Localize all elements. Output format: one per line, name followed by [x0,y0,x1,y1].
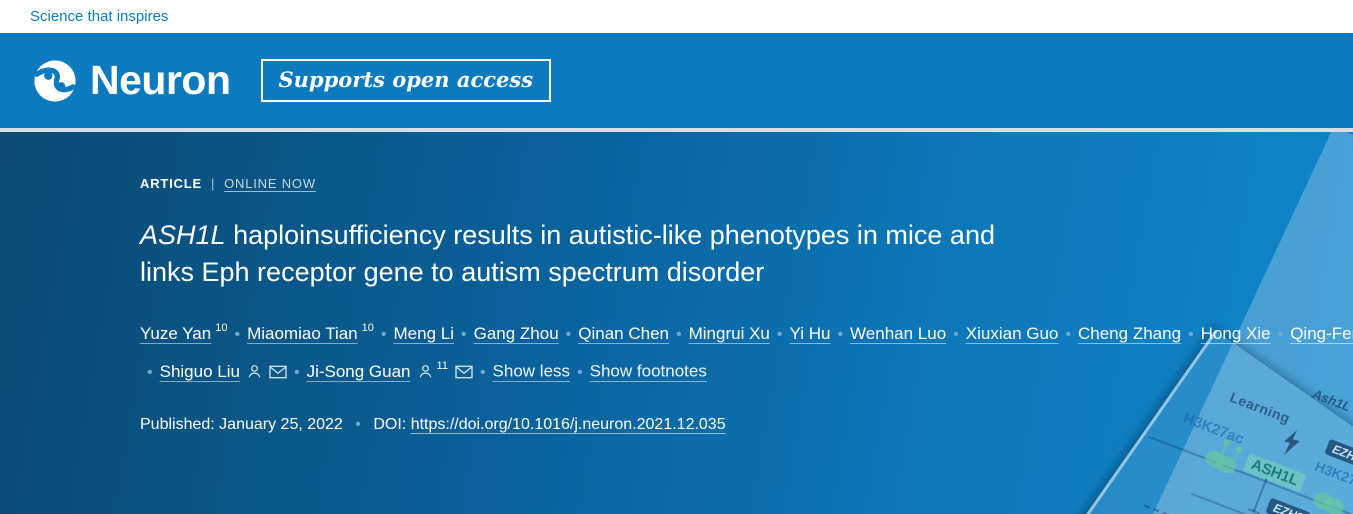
open-access-badge: Supports open access [260,59,552,102]
author: Hong Xie [1201,324,1271,343]
author: Ji-Song Guan 11 [306,360,473,381]
author: Meng Li [394,324,454,343]
separator-bullet: • [355,416,361,434]
author: Cheng Zhang [1078,324,1181,343]
acetyl-mark-icon [1222,439,1231,447]
author-link[interactable]: Gang Zhou [473,323,559,343]
separator-bullet: • [460,325,467,343]
journal-title-link[interactable]: Neuron [90,57,231,103]
author: Qing-Feng Wu [1290,324,1353,343]
article-title-rest: haploinsufficiency results in autistic-l… [140,220,995,287]
doi-link[interactable]: https://doi.org/10.1016/j.neuron.2021.12… [410,416,726,434]
topbar: Science that inspires [0,0,1353,33]
show-less-link[interactable]: Show less [492,361,571,381]
separator-bullet: • [380,325,387,343]
separator-bullet: • [837,325,844,343]
author-affiliation-sup: 10 [361,322,374,334]
author-link[interactable]: Cheng Zhang [1078,323,1182,343]
separator-bullet: • [676,325,682,343]
separator-bullet: • [293,363,300,381]
separator-bullet: • [147,363,153,381]
acetyl-mark-icon [1235,445,1243,454]
article-type-label: ARTICLE [140,176,202,191]
separator-bullet: • [953,325,959,343]
article-title: ASH1L haploinsufficiency results in auti… [140,217,1020,291]
fig-label-ash1l-gene: ASH1L [1242,452,1307,493]
author: Wenhan Luo [850,324,946,343]
publication-line: Published: January 25, 2022 • DOI: https… [140,416,1353,434]
author-affiliation-sup: 10 [215,322,228,334]
person-icon[interactable] [418,364,433,379]
author-list: Yuze Yan 10 • Miaomiao Tian 10 • Meng Li • Gang … [140,322,1353,381]
separator-bullet: • [1065,325,1071,343]
author-link[interactable]: Ji-Song Guan [306,361,411,381]
author-link[interactable]: Mingrui Xu [688,323,770,343]
author: Shiguo Liu [160,362,287,381]
article-kicker: ARTICLE | ONLINE NOW [140,176,1353,191]
inhibition-arrow [1252,478,1268,513]
separator-bullet: • [577,363,583,381]
cell-press-logo-icon[interactable] [32,58,78,104]
published-date: January 25, 2022 [219,416,343,434]
envelope-icon[interactable] [269,365,287,379]
tagline-link[interactable]: Science that inspires [30,8,169,25]
author: Yi Hu [789,324,830,343]
author-link[interactable]: Yi Hu [789,323,831,343]
article-hero: Ash1L Learning H3K27ac ASH1L EZH2 H3K27m… [0,132,1353,514]
author-link[interactable]: Yuze Yan [140,323,212,343]
separator-bullet: • [776,325,783,343]
author-link[interactable]: Qinan Chen [578,323,669,343]
author: Qinan Chen [578,324,669,343]
envelope-icon[interactable] [455,365,473,379]
author-block: Yuze Yan 10 • Miaomiao Tian 10 • Meng Li • Gang … [140,313,1353,389]
graphical-abstract-preview: Ash1L Learning H3K27ac ASH1L EZH2 H3K27m… [1072,385,1353,514]
author: Xiuxian Guo [966,324,1059,343]
author: Yuze Yan 10 [140,322,228,343]
author-link[interactable]: Hong Xie [1200,323,1271,343]
author-link[interactable]: Miaomiao Tian [247,323,358,343]
author-link[interactable]: Qing-Feng Wu [1290,323,1353,343]
show-footnotes-link[interactable]: Show footnotes [589,361,707,381]
author-link[interactable]: Xiuxian Guo [965,323,1059,343]
person-icon[interactable] [247,364,262,379]
author-link[interactable]: Wenhan Luo [850,323,947,343]
kicker-divider: | [210,176,216,191]
doi-label: DOI: [373,416,407,434]
separator-bullet: • [234,325,241,343]
journal-header: Neuron Supports open access [0,33,1353,128]
published-label: Published: [140,416,215,434]
author-link[interactable]: Shiguo Liu [159,361,240,381]
header-separator [0,128,1353,132]
author-affiliation-sup: 11 [436,360,448,373]
author: Mingrui Xu [689,324,770,343]
separator-bullet: • [1188,325,1194,343]
separator-bullet: • [565,325,572,343]
author: Gang Zhou [474,324,559,343]
separator-bullet: • [1277,325,1284,343]
author-link[interactable]: Meng Li [393,323,454,343]
online-now-link[interactable]: ONLINE NOW [224,176,316,191]
lightning-icon [1284,430,1300,455]
author: Miaomiao Tian 10 [247,322,374,343]
article-title-gene: ASH1L [140,220,226,250]
hero-content: ARTICLE | ONLINE NOW ASH1L haploinsufficie… [0,132,1353,434]
separator-bullet: • [479,363,486,381]
fig-label-ezh2-bottom: EZH2 [1265,497,1311,514]
